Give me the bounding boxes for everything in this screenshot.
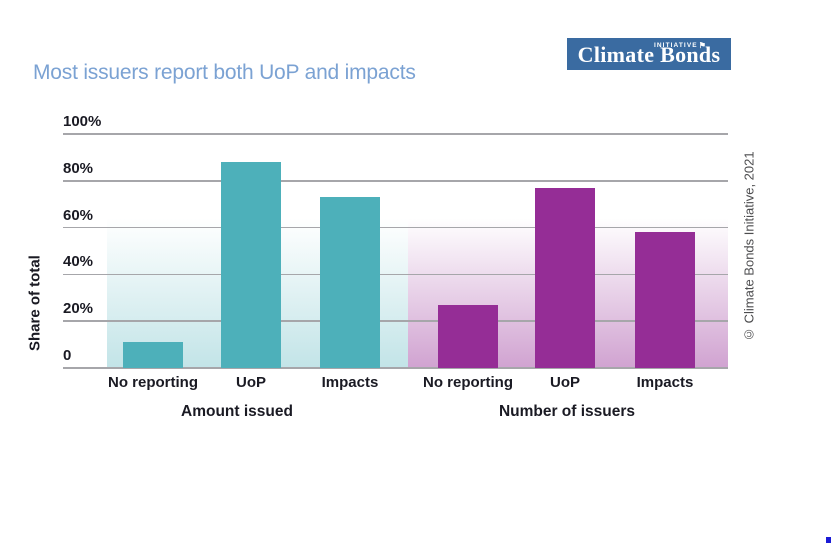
gridline-40 [63, 273, 728, 276]
x-tick-label-amount-issued-impacts: Impacts [321, 374, 379, 391]
y-tick-label-80: 80% [63, 159, 94, 177]
gridline-0 [63, 367, 728, 369]
bar-number-of-issuers-impacts [635, 232, 695, 368]
logo-text: Climate Bonds [577, 42, 721, 67]
y-tick-label-0: 0 [63, 347, 72, 364]
y-tick-label-60: 60% [63, 206, 94, 224]
bar-number-of-issuers-no-reporting [438, 304, 498, 368]
y-tick-label-100: 100% [63, 113, 102, 130]
copyright-text: © Climate Bonds Initiative, 2021 [741, 151, 757, 343]
plot-area: 100% 80% 60% 40% 20% 0 No reporting UoP Impacts A… [63, 114, 728, 420]
bar-amount-issued-impacts [320, 197, 380, 368]
y-axis-title: Share of total [26, 255, 44, 351]
y-tick-label-40: 40% [63, 253, 94, 271]
gridline-60 [63, 226, 728, 229]
bar-amount-issued-no-reporting [123, 342, 183, 368]
x-tick-label-number-of-issuers-impacts: Impacts [636, 374, 694, 391]
chart-title: Most issuers report both UoP and impacts [33, 61, 416, 84]
x-tick-label-number-of-issuers-uop: UoP [550, 374, 580, 391]
gridline-80 [63, 180, 728, 182]
logo-initiative-word: INITIATIVE [653, 42, 698, 49]
climate-bonds-logo: Climate Bonds INITIATIVE ⚑ [567, 38, 731, 70]
gridline-20 [63, 320, 728, 322]
bar-number-of-issuers-uop [535, 187, 595, 368]
y-tick-label-20: 20% [63, 300, 94, 318]
gridline-100 [63, 133, 728, 135]
bar-amount-issued-uop [221, 162, 281, 368]
x-tick-label-amount-issued-no-reporting: No reporting [108, 374, 198, 391]
logo-initiative-text: INITIATIVE ⚑ [653, 40, 707, 50]
group-label-amount-issued: Amount issued [181, 403, 293, 420]
x-tick-label-amount-issued-uop: UoP [236, 374, 266, 391]
flag-icon: ⚑ [698, 40, 707, 50]
group-label-number-of-issuers: Number of issuers [498, 403, 636, 420]
corner-artifact [826, 537, 831, 543]
x-tick-label-number-of-issuers-no-reporting: No reporting [423, 374, 513, 391]
